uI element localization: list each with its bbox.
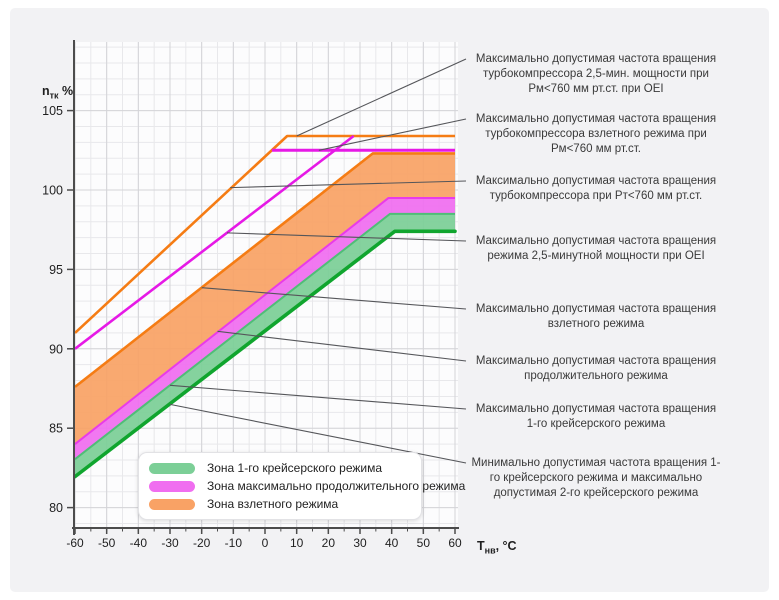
- legend-label: Зона максимально продолжительного режима: [207, 479, 466, 493]
- line-turbo-2p5min-oei: [74, 134, 455, 334]
- y-axis-title-main: n: [42, 84, 50, 98]
- legend-item-cruise-1: Зона 1-го крейсерского режима: [139, 459, 421, 477]
- y-tick-label: 80: [49, 501, 63, 515]
- annotation-continuous-mode: Максимально допустимая частота вращения …: [475, 355, 717, 382]
- x-tick-label: -60: [66, 536, 84, 550]
- x-tick-label: -50: [98, 536, 116, 550]
- annotation-turbo-takeoff-pm: Максимально допустимая частота вращения …: [475, 113, 717, 155]
- annotation-takeoff-mode: Максимально допустимая частота вращения …: [475, 303, 717, 330]
- callout-line-6: [169, 384, 467, 410]
- axes: 80 85 90 95 100 105 -60 -50 -40 -30 -20 -10 0 10 20 30 4…: [42, 40, 462, 550]
- y-tick-label: 85: [49, 422, 63, 436]
- legend-label: Зона 1-го крейсерского режима: [207, 461, 383, 475]
- zone-cruise-1-bottom-edge: [73, 229, 457, 479]
- legend-swatch-cruise-1: [149, 462, 195, 474]
- y-axis-title-sub: тк: [49, 90, 59, 101]
- x-tick-label: -20: [193, 536, 211, 550]
- annotation-turbo-2p5min-oei: Максимально допустимая частота вращения …: [475, 53, 717, 95]
- callout-line-1: [318, 118, 467, 151]
- y-axis-title-unit: %: [58, 84, 74, 98]
- callout-line-2: [230, 180, 467, 189]
- x-tick-label: 50: [417, 536, 431, 550]
- y-tick-label: 105: [42, 104, 63, 118]
- y-tick-label: 100: [42, 184, 63, 198]
- x-axis-title-sub: нв: [484, 545, 496, 556]
- callout-line-4: [201, 287, 467, 310]
- x-tick-label: 40: [385, 536, 399, 550]
- zone-max-continuous-top-edge: [74, 196, 455, 445]
- chart-legend: Зона 1-го крейсерского режима Зона макси…: [138, 452, 465, 520]
- x-tick-label: 10: [290, 536, 304, 550]
- x-axis-title-unit: , °C: [495, 539, 517, 553]
- annotation-2p5min-power-oei: Максимально допустимая частота вращения …: [475, 235, 717, 262]
- y-tick-label: 95: [49, 263, 63, 277]
- x-axis-title-main: Т: [477, 539, 485, 553]
- x-tick-label: -10: [225, 536, 243, 550]
- x-tick-label: -30: [161, 536, 179, 550]
- annotation-cruise1-min-cruise2-max: Минимально допустимая частота вращения 1…: [471, 457, 721, 499]
- legend-item-takeoff: Зона взлетного режима: [139, 495, 421, 513]
- zone-takeoff-top-edge: [74, 152, 455, 388]
- callout-line-0: [296, 58, 467, 137]
- x-axis-title: Тнв, °C: [477, 539, 517, 556]
- x-tick-label: 30: [353, 536, 367, 550]
- y-tick-label: 90: [49, 342, 63, 356]
- callout-line-5: [217, 330, 467, 362]
- annotation-cruise1-max: Максимально допустимая частота вращения …: [475, 403, 717, 430]
- zone-cruise-1-top-edge: [74, 212, 455, 460]
- line-2p5min-power-oei: [74, 134, 355, 350]
- legend-swatch-max-continuous: [149, 480, 195, 492]
- legend-label: Зона взлетного режима: [207, 497, 339, 511]
- x-tick-label: 60: [448, 536, 462, 550]
- x-tick-label: 0: [262, 536, 269, 550]
- annotation-turbo-pt760: Максимально допустимая частота вращения …: [475, 175, 717, 202]
- callout-line-3: [226, 232, 467, 242]
- legend-swatch-takeoff: [149, 498, 195, 510]
- legend-item-max-continuous: Зона максимально продолжительного режима: [139, 477, 465, 495]
- grid: [74, 42, 458, 528]
- x-tick-label: 20: [322, 536, 336, 550]
- y-axis-title: nтк %: [42, 84, 73, 101]
- x-tick-label: -40: [130, 536, 148, 550]
